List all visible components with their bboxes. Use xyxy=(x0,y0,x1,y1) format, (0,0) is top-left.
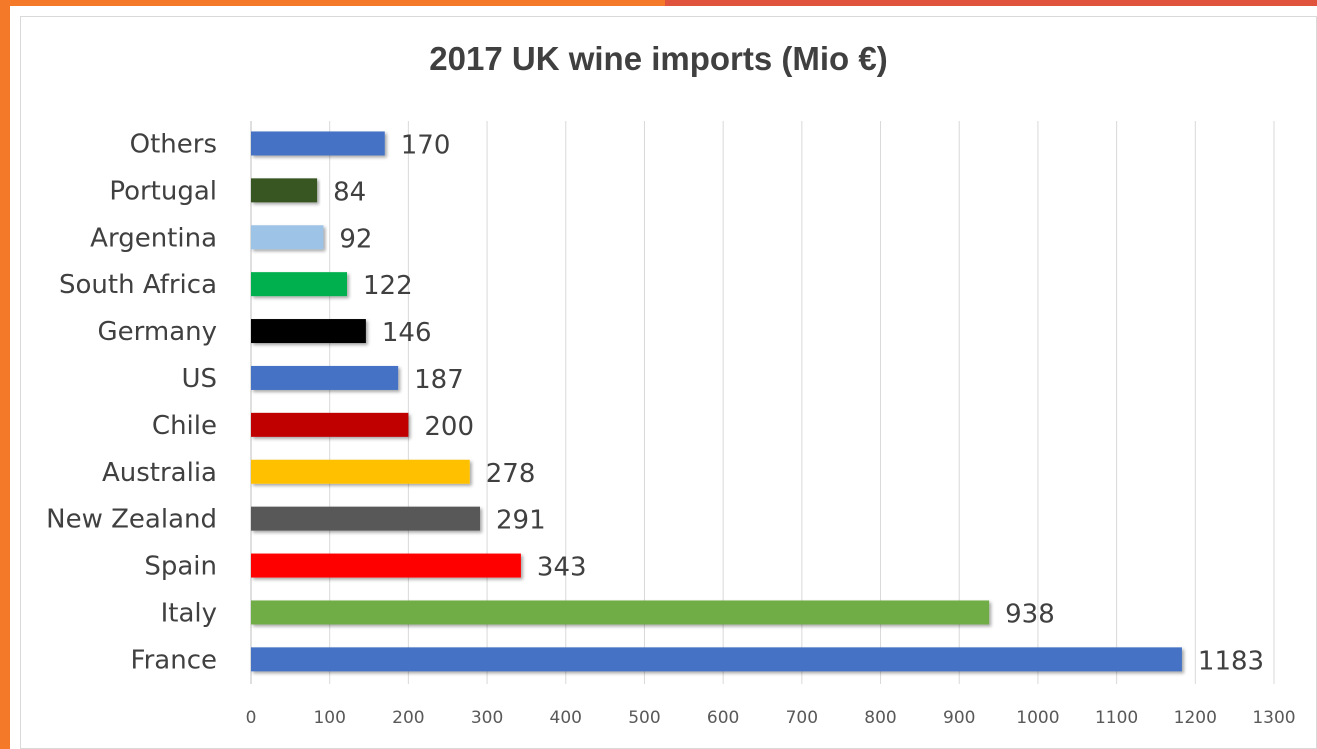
category-label: South Africa xyxy=(59,270,217,300)
bar-italy xyxy=(251,600,990,625)
bar-australia xyxy=(251,459,470,484)
chart-area xyxy=(20,16,1317,749)
bar-germany xyxy=(251,319,366,344)
x-tick-label: 800 xyxy=(864,708,896,728)
category-label: Spain xyxy=(144,552,217,582)
x-tick-label: 1200 xyxy=(1174,708,1217,728)
data-label: 1183 xyxy=(1198,646,1264,676)
x-tick-label: 1300 xyxy=(1252,708,1295,728)
x-tick-label: 300 xyxy=(471,708,503,728)
category-label: Germany xyxy=(97,317,217,347)
frame-top-accent xyxy=(0,0,665,6)
data-label: 291 xyxy=(496,506,546,536)
data-label: 170 xyxy=(401,130,451,160)
x-tick-label: 0 xyxy=(246,708,257,728)
bar-argentina xyxy=(251,225,324,250)
x-tick-label: 500 xyxy=(628,708,660,728)
category-label: France xyxy=(131,645,217,675)
chart-title: 2017 UK wine imports (Mio €) xyxy=(429,40,888,77)
category-label: US xyxy=(181,364,217,394)
frame-top-accent-right xyxy=(665,0,1317,6)
x-tick-label: 600 xyxy=(707,708,739,728)
x-tick-label: 900 xyxy=(943,708,975,728)
category-label: Portugal xyxy=(109,176,217,206)
x-tick-label: 100 xyxy=(313,708,345,728)
data-label: 146 xyxy=(382,318,432,348)
x-tick-label: 1000 xyxy=(1016,708,1059,728)
x-tick-label: 400 xyxy=(550,708,582,728)
bar-new-zealand xyxy=(251,506,480,531)
frame-left-accent xyxy=(0,0,10,749)
x-tick-label: 200 xyxy=(392,708,424,728)
data-label: 84 xyxy=(333,177,366,207)
bar-portugal xyxy=(251,178,318,203)
gridlines xyxy=(250,121,1275,684)
bars xyxy=(251,131,1182,672)
data-label: 187 xyxy=(414,365,464,395)
bar-south-africa xyxy=(251,272,348,297)
bar-us xyxy=(251,365,399,390)
data-label: 200 xyxy=(424,412,474,442)
bar-chile xyxy=(251,412,409,437)
data-label: 278 xyxy=(486,459,536,489)
bar-spain xyxy=(251,553,521,578)
x-tick-label: 1100 xyxy=(1095,708,1138,728)
category-label: New Zealand xyxy=(46,505,217,535)
category-label: Chile xyxy=(152,411,217,441)
category-label: Argentina xyxy=(90,223,217,253)
data-label: 122 xyxy=(363,271,413,301)
data-label: 343 xyxy=(537,553,587,583)
bar-others xyxy=(251,131,385,156)
bar-france xyxy=(251,647,1182,672)
data-label: 938 xyxy=(1005,599,1055,629)
labels: 0 100 200 300 400 500 600 700 800 900 1000 1100 1200… xyxy=(46,129,1295,728)
category-label: Italy xyxy=(161,598,217,628)
data-label: 92 xyxy=(339,224,372,254)
x-tick-label: 700 xyxy=(786,708,818,728)
category-label: Others xyxy=(130,129,217,159)
category-label: Australia xyxy=(102,458,217,488)
